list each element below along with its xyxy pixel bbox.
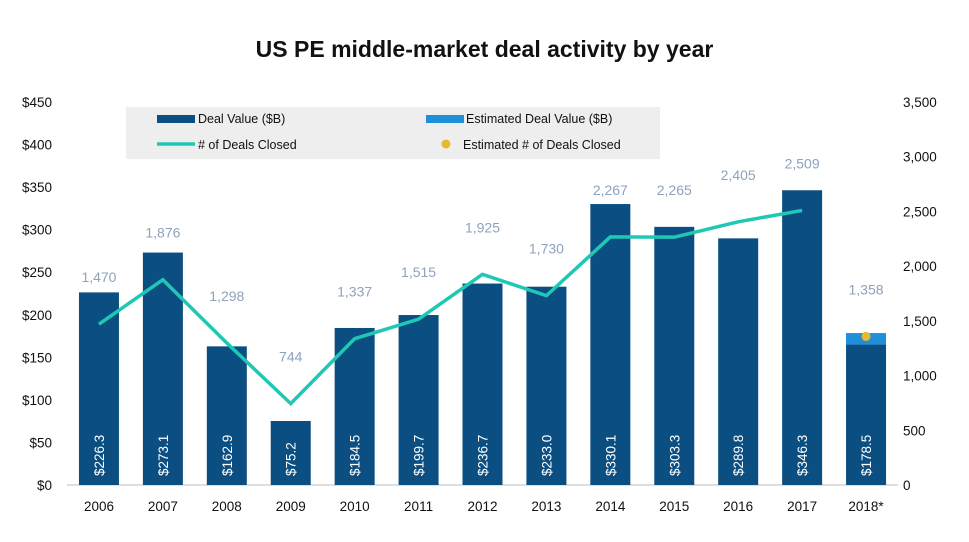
y-left-tick-label: $450 bbox=[22, 95, 52, 110]
y-right-tick-label: 500 bbox=[903, 423, 926, 438]
deal-value-label: $330.1 bbox=[603, 435, 618, 476]
legend-label-deals-closed: # of Deals Closed bbox=[198, 138, 297, 152]
deals-count-label: 1,337 bbox=[337, 284, 372, 300]
deals-count-label: 2,267 bbox=[593, 182, 628, 198]
chart-title: US PE middle-market deal activity by yea… bbox=[255, 36, 714, 62]
deal-value-label: $303.3 bbox=[667, 435, 682, 476]
deals-count-label: 1,470 bbox=[81, 269, 116, 285]
y-left-tick-label: $0 bbox=[37, 478, 52, 493]
x-tick-label: 2007 bbox=[148, 499, 178, 514]
deal-value-label: $184.5 bbox=[348, 435, 363, 476]
deal-value-label: $162.9 bbox=[220, 435, 235, 476]
deal-value-bar bbox=[654, 226, 695, 485]
x-tick-label: 2017 bbox=[787, 499, 817, 514]
deals-count-label: 1,925 bbox=[465, 219, 500, 235]
x-tick-label: 2010 bbox=[340, 499, 370, 514]
y-left-tick-label: $400 bbox=[22, 138, 52, 153]
x-tick-label: 2016 bbox=[723, 499, 753, 514]
deal-value-bar bbox=[270, 420, 311, 485]
legend-swatch-estimated-value bbox=[426, 115, 464, 123]
deal-value-bar bbox=[846, 344, 887, 485]
y-right-tick-label: 1,500 bbox=[903, 314, 937, 329]
deals-count-label: 1,298 bbox=[209, 288, 244, 304]
legend-box bbox=[126, 107, 660, 159]
y-right-tick-label: 0 bbox=[903, 478, 911, 493]
x-tick-label: 2015 bbox=[659, 499, 689, 514]
legend-swatch-estimated-deals bbox=[441, 139, 451, 149]
x-tick-label: 2011 bbox=[404, 499, 433, 514]
x-tick-label: 2013 bbox=[531, 499, 561, 514]
x-tick-label: 2012 bbox=[467, 499, 497, 514]
y-right-tick-label: 2,500 bbox=[903, 204, 937, 219]
x-tick-label: 2009 bbox=[276, 499, 306, 514]
estimated-deals-point bbox=[861, 331, 871, 341]
deals-count-label: 2,405 bbox=[721, 167, 756, 183]
y-right-tick-label: 1,000 bbox=[903, 369, 937, 384]
deal-value-bar bbox=[206, 346, 247, 485]
deals-count-label: 1,358 bbox=[849, 281, 884, 297]
deal-value-label: $273.1 bbox=[156, 435, 171, 476]
legend-label-estimated-value: Estimated Deal Value ($B) bbox=[466, 112, 612, 126]
deal-value-bar bbox=[78, 292, 119, 485]
deal-value-label: $178.5 bbox=[859, 435, 874, 476]
deal-value-bar bbox=[398, 315, 439, 485]
y-right-tick-label: 2,000 bbox=[903, 259, 937, 274]
y-right-tick-label: 3,500 bbox=[903, 95, 937, 110]
legend-label-estimated-deals: Estimated # of Deals Closed bbox=[463, 138, 621, 152]
deal-value-label: $199.7 bbox=[412, 435, 427, 476]
x-tick-label: 2018* bbox=[848, 499, 884, 514]
y-left-tick-label: $300 bbox=[22, 223, 52, 238]
deals-count-label: 2,509 bbox=[785, 155, 820, 171]
deals-count-label: 1,515 bbox=[401, 264, 436, 280]
y-left-tick-label: $200 bbox=[22, 308, 52, 323]
deals-closed-line bbox=[97, 208, 803, 407]
deal-value-label: $226.3 bbox=[92, 435, 107, 476]
deal-value-label: $75.2 bbox=[284, 442, 299, 476]
x-tick-label: 2014 bbox=[595, 499, 626, 514]
y-left-tick-label: $350 bbox=[22, 180, 52, 195]
deal-value-label: $346.3 bbox=[795, 435, 810, 476]
deal-value-label: $236.7 bbox=[476, 435, 491, 476]
deal-value-bar bbox=[718, 238, 759, 485]
x-tick-label: 2008 bbox=[212, 499, 242, 514]
deal-value-bar bbox=[462, 283, 503, 485]
deals-count-label: 2,265 bbox=[657, 182, 692, 198]
legend-swatch-deal-value bbox=[157, 115, 195, 123]
y-left-tick-label: $150 bbox=[22, 350, 52, 365]
deal-value-bar bbox=[526, 286, 567, 485]
deal-value-label: $289.8 bbox=[731, 435, 746, 476]
legend-label-deal-value: Deal Value ($B) bbox=[198, 112, 285, 126]
y-left-tick-label: $100 bbox=[22, 393, 52, 408]
deal-value-label: $233.0 bbox=[539, 435, 554, 476]
deal-value-bar bbox=[782, 190, 823, 485]
x-tick-label: 2006 bbox=[84, 499, 114, 514]
deals-count-label: 1,876 bbox=[145, 225, 180, 241]
y-left-tick-label: $50 bbox=[29, 435, 52, 450]
deals-count-label: 744 bbox=[279, 349, 303, 365]
y-left-tick-label: $250 bbox=[22, 265, 52, 280]
deals-count-label: 1,730 bbox=[529, 241, 564, 257]
y-right-tick-label: 3,000 bbox=[903, 150, 937, 165]
